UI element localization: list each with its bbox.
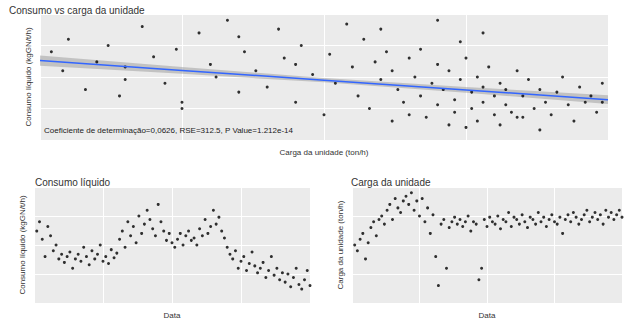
svg-text:Carga da unidade (ton/h): Carga da unidade (ton/h): [280, 148, 369, 157]
svg-text:Data: Data: [164, 311, 181, 320]
svg-text:Data: Data: [479, 311, 496, 320]
svg-text:Carga da unidade: Carga da unidade: [351, 177, 431, 188]
svg-text:Consumo líquido (kgGN/t/h): Consumo líquido (kgGN/t/h): [18, 195, 27, 294]
svg-text:Consumo vs carga da unidade: Consumo vs carga da unidade: [9, 5, 145, 16]
svg-text:Consumo líquido: Consumo líquido: [35, 177, 110, 188]
svg-text:Coeficiente de determinação=0,: Coeficiente de determinação=0,0626, RSE=…: [44, 126, 294, 135]
svg-text:Consumo líquido (kgGN/t/h): Consumo líquido (kgGN/t/h): [24, 27, 33, 126]
svg-text:Carga da unidade (ton/h): Carga da unidade (ton/h): [336, 200, 345, 289]
